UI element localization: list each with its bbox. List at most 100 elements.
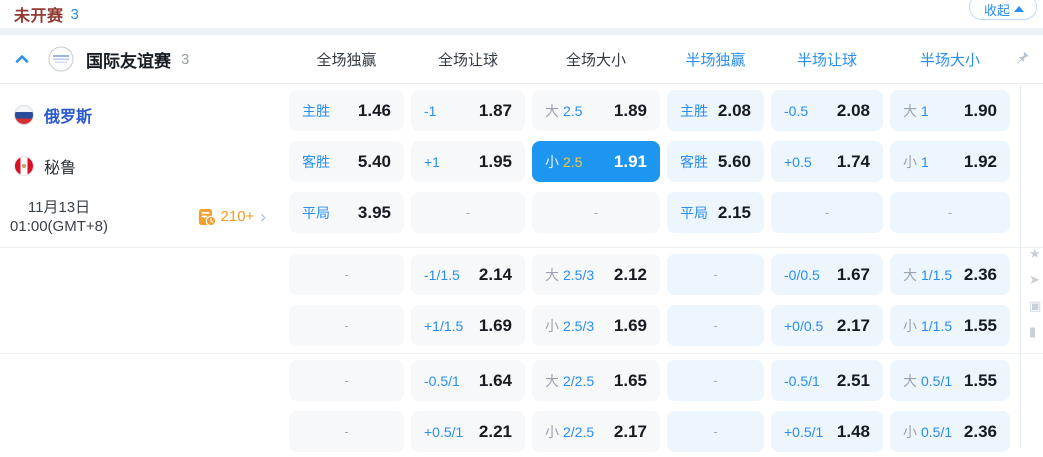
odds-value: 5.40 <box>357 151 391 171</box>
odds-cell[interactable]: 大 2.5 1.89 <box>532 90 660 131</box>
odds-line-label: 0.5/1 <box>921 372 953 389</box>
odds-cell[interactable]: 主胜 1.46 <box>289 90 404 131</box>
odds-line-label: +0.5/1 <box>424 423 464 440</box>
odds-cell[interactable]: 大 0.5/1 1.55 <box>890 360 1010 401</box>
section-topbar: 未开赛 3 收起 <box>0 0 1043 28</box>
odds-cell[interactable]: 小 2.5 1.91 <box>532 141 660 182</box>
odds-line-label: 客胜 <box>680 153 708 170</box>
odds-cell[interactable]: +1 1.95 <box>411 141 525 182</box>
odds-cell[interactable]: 小 1 1.92 <box>890 141 1010 182</box>
odds-cell[interactable]: 小 1/1.5 1.55 <box>890 305 1010 346</box>
odds-cell-empty: - <box>667 360 764 401</box>
odds-line-label: -0.5/1 <box>784 372 820 389</box>
odds-cell[interactable]: 小 2.5/3 1.69 <box>532 305 660 346</box>
away-team-row[interactable]: 秘鲁 <box>0 140 280 191</box>
odds-cell[interactable]: -0/0.5 1.67 <box>771 254 883 295</box>
odds-value: 2.08 <box>836 100 870 120</box>
odds-line-label: -0/0.5 <box>784 266 820 283</box>
odds-value: 1.55 <box>963 315 997 335</box>
odds-cell-empty: - <box>289 360 404 401</box>
match-group-alt2: - -0.5/1 1.64 大 2/2.5 1.65- -0.5/1 2.51 大 0.5/1 1.… <box>0 354 1043 457</box>
odds-cell-empty: - <box>289 411 404 452</box>
odds-cell[interactable]: 客胜 5.60 <box>667 141 764 182</box>
odds-grid-alt1: - -1/1.5 2.14 大 2.5/3 2.12- -0/0.5 1.67 大 1/1.5 2.… <box>280 248 1010 353</box>
odds-value: 1.48 <box>836 421 870 441</box>
odds-cell[interactable]: 客胜 5.40 <box>289 141 404 182</box>
odds-cell[interactable]: 大 1 1.90 <box>890 90 1010 131</box>
window-icon[interactable]: ▣ <box>1029 298 1042 313</box>
side-toolbar: ★ ➤ ▣ ▮ <box>1029 246 1043 340</box>
odds-value: 2.17 <box>836 315 870 335</box>
ou-direction-label: 大 <box>545 372 559 389</box>
odds-line-label: 2.5/3 <box>563 266 595 283</box>
odds-value: 1.90 <box>963 100 997 120</box>
odds-value: 5.60 <box>717 151 751 171</box>
ou-direction-label: 小 <box>545 153 559 170</box>
odds-cell[interactable]: 大 2.5/3 2.12 <box>532 254 660 295</box>
odds-cell[interactable]: +0.5/1 2.21 <box>411 411 525 452</box>
russia-flag-icon <box>14 104 34 125</box>
odds-cell[interactable]: 主胜 2.08 <box>667 90 764 131</box>
odds-cell[interactable]: -1/1.5 2.14 <box>411 254 525 295</box>
odds-line-label: 1 <box>921 102 929 119</box>
league-header-left: 国际友谊赛 3 <box>0 46 289 72</box>
odds-line-label: +0.5 <box>784 153 812 170</box>
odds-cell[interactable]: +1/1.5 1.69 <box>411 305 525 346</box>
odds-value: 2.21 <box>478 421 512 441</box>
odds-cell-empty: - <box>532 192 660 233</box>
odds-line-label: -0.5 <box>784 102 809 119</box>
odds-value: 2.36 <box>963 421 997 441</box>
alt2-left-spacer <box>0 354 280 457</box>
odds-cell[interactable]: 平局 3.95 <box>289 192 404 233</box>
more-markets-button[interactable]: 210+ › <box>197 207 266 227</box>
odds-cell[interactable]: +0.5 1.74 <box>771 141 883 182</box>
odds-cell[interactable]: -1 1.87 <box>411 90 525 131</box>
ou-direction-label: 小 <box>545 423 559 440</box>
odds-line-label: 1/1.5 <box>921 266 953 283</box>
favorite-star-icon[interactable]: ★ <box>1029 246 1041 261</box>
odds-cell[interactable]: 大 1/1.5 2.36 <box>890 254 1010 295</box>
pin-icon[interactable] <box>1013 49 1031 67</box>
odds-line-label: 2.5 <box>563 153 583 170</box>
odds-value: 1.69 <box>478 315 512 335</box>
scroll-divider <box>1020 85 1021 448</box>
odds-value: 2.51 <box>836 370 870 390</box>
chevron-up-icon[interactable] <box>14 51 30 67</box>
odds-line-label: +1/1.5 <box>424 317 464 334</box>
odds-cell-empty: - <box>667 411 764 452</box>
odds-value: 1.91 <box>613 151 647 171</box>
caret-up-icon <box>1014 6 1024 12</box>
odds-line-label: 2.5/3 <box>563 317 595 334</box>
col-header-ft-1x2: 全场独赢 <box>316 51 377 69</box>
home-team-row[interactable]: 俄罗斯 <box>0 89 280 140</box>
odds-cell[interactable]: +0/0.5 2.17 <box>771 305 883 346</box>
odds-line-label: 平局 <box>680 204 708 221</box>
ou-direction-label: 大 <box>545 266 559 283</box>
ou-direction-label: 小 <box>903 153 917 170</box>
handle-icon[interactable]: ▮ <box>1029 324 1037 339</box>
league-match-count: 3 <box>181 50 190 68</box>
odds-value: 2.14 <box>478 264 512 284</box>
odds-cell[interactable]: 小 0.5/1 2.36 <box>890 411 1010 452</box>
odds-value: 1.67 <box>836 264 870 284</box>
odds-cell[interactable]: -0.5 2.08 <box>771 90 883 131</box>
match-date: 11月13日 <box>27 198 91 216</box>
odds-line-label: 2.5 <box>563 102 583 119</box>
ou-direction-label: 大 <box>903 102 917 119</box>
match-time: 01:00(GMT+8) <box>10 217 108 235</box>
odds-cell[interactable]: -0.5/1 1.64 <box>411 360 525 401</box>
odds-cell-empty: - <box>289 305 404 346</box>
odds-cell[interactable]: 小 2/2.5 2.17 <box>532 411 660 452</box>
odds-value: 1.64 <box>478 370 512 390</box>
odds-line-label: 主胜 <box>680 102 708 119</box>
odds-cell-empty: - <box>667 254 764 295</box>
odds-cell[interactable]: +0.5/1 1.48 <box>771 411 883 452</box>
odds-line-label: 主胜 <box>302 102 330 119</box>
odds-cell[interactable]: 大 2/2.5 1.65 <box>532 360 660 401</box>
collapse-button[interactable]: 收起 <box>968 0 1037 20</box>
pin-small-icon[interactable]: ➤ <box>1029 272 1040 287</box>
odds-cell-empty: - <box>289 254 404 295</box>
odds-cell[interactable]: -0.5/1 2.51 <box>771 360 883 401</box>
home-team-name: 俄罗斯 <box>44 108 93 126</box>
odds-cell[interactable]: 平局 2.15 <box>667 192 764 233</box>
